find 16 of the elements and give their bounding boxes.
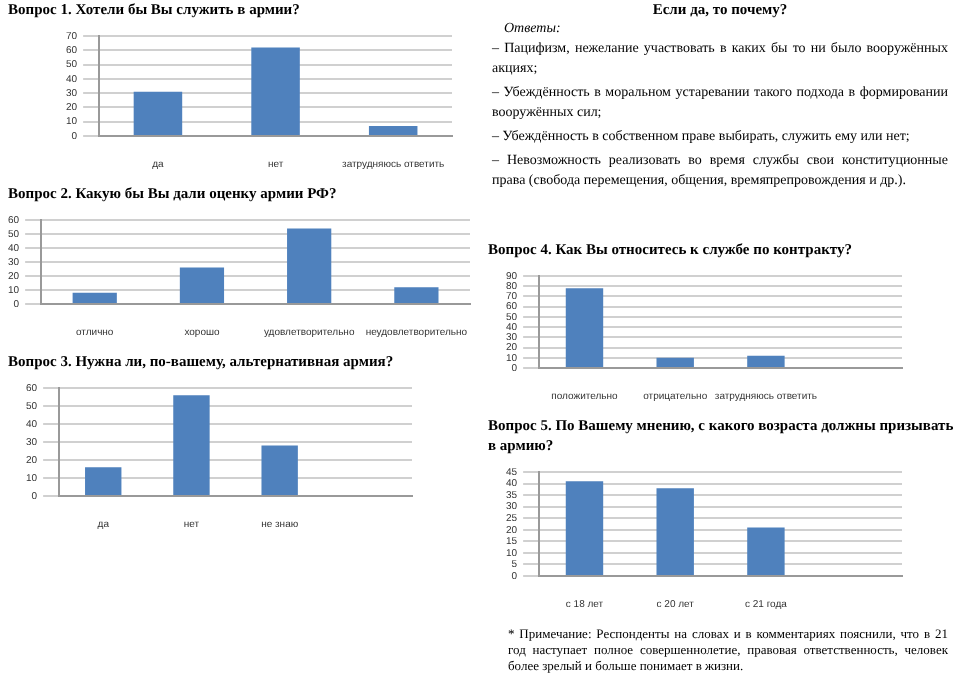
bar	[565, 481, 604, 575]
bar	[287, 228, 332, 303]
bar	[261, 445, 298, 495]
bar	[394, 287, 439, 303]
bar	[251, 47, 300, 135]
bar	[656, 357, 694, 367]
bar	[173, 395, 210, 495]
bar	[179, 267, 225, 303]
bar	[368, 126, 418, 135]
bar	[747, 527, 785, 575]
bar	[72, 292, 117, 303]
bar	[656, 488, 694, 575]
bar	[747, 355, 785, 367]
bar	[133, 91, 183, 135]
bar	[565, 288, 604, 367]
bar	[85, 467, 122, 495]
